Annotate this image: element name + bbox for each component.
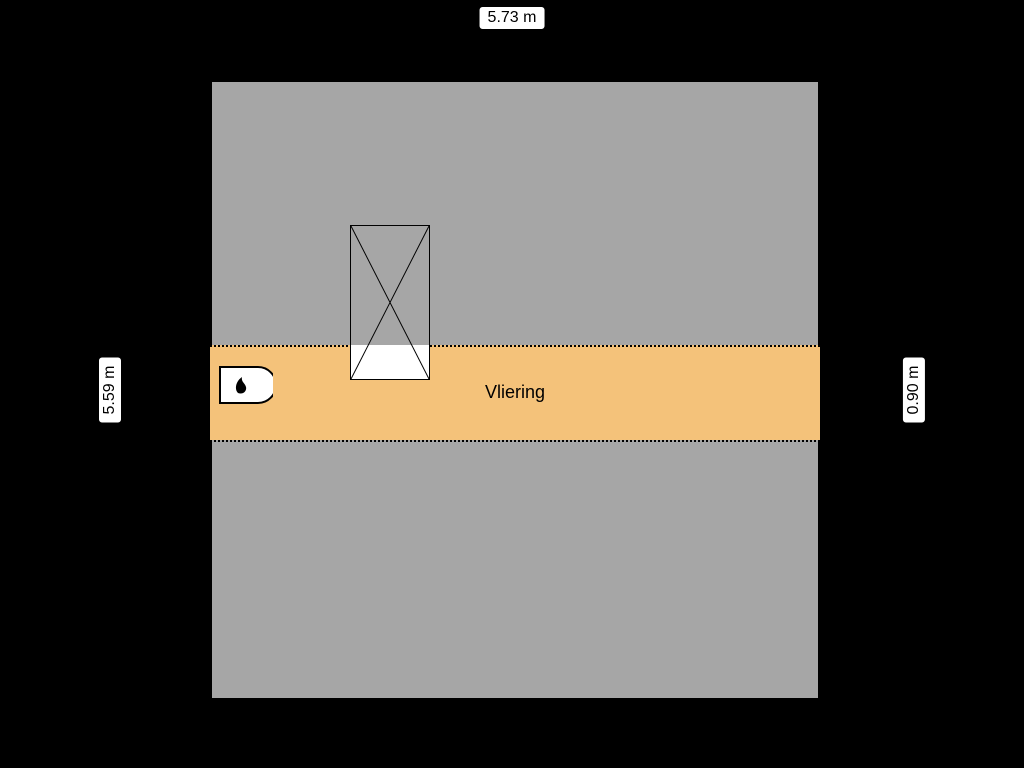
boiler-symbol	[218, 365, 273, 405]
boiler-body	[220, 367, 273, 403]
room-label-vliering: Vliering	[475, 382, 555, 403]
stair-hatch	[350, 225, 430, 380]
boiler-icon	[218, 365, 273, 405]
height-line-bottom	[210, 440, 820, 442]
floor-plan-diagram: <1.50m <1.50m Vliering 5.73 m 5.59 m 0.9…	[0, 0, 1024, 768]
stair-hatch-x-icon	[351, 226, 429, 379]
height-line-top	[210, 345, 820, 347]
dimension-left: 5.59 m	[98, 357, 122, 424]
height-label-top: <1.50m	[828, 328, 882, 346]
height-label-bottom: <1.50m	[828, 448, 882, 466]
dimension-top: 5.73 m	[479, 6, 546, 30]
dimension-right: 0.90 m	[902, 357, 926, 424]
